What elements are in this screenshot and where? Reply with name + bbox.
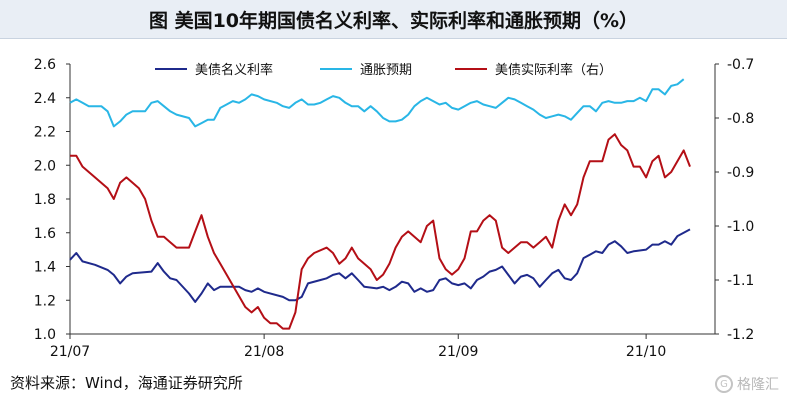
left-tick-label: 1.0	[34, 327, 56, 343]
legend-label-1: 美债名义利率	[195, 62, 273, 78]
left-tick-label: 2.6	[34, 57, 56, 73]
right-tick-label: -0.7	[727, 57, 754, 73]
axes: 1.0 1.2 1.4 1.6 1.8 2.0 2.2 2.4 2.6 -1.2 -1.1 -1.0 -…	[34, 57, 755, 360]
x-tick-label: 21/10	[626, 344, 666, 360]
right-tick-label: -1.0	[727, 219, 754, 235]
watermark-text: 格隆汇	[737, 377, 779, 393]
series-line-2	[69, 78, 685, 128]
watermark: G 格隆汇	[715, 374, 779, 394]
right-tick-label: -1.1	[727, 273, 754, 289]
legend-label-3: 美债实际利率（右）	[495, 62, 612, 78]
watermark-logo-icon: G	[715, 375, 733, 393]
x-tick-label: 21/09	[438, 344, 478, 360]
left-tick-label: 1.2	[34, 293, 56, 309]
left-tick-label: 1.4	[34, 260, 56, 276]
right-tick-label: -1.2	[727, 327, 754, 343]
series-line-1	[69, 228, 691, 303]
legend-label-2: 通胀预期	[360, 63, 412, 78]
right-tick-label: -0.8	[727, 111, 754, 127]
left-tick-label: 2.2	[34, 125, 56, 141]
x-tick-label: 21/07	[50, 344, 90, 360]
left-tick-label: 1.8	[34, 192, 56, 208]
legend: 美债名义利率 通胀预期 美债实际利率（右）	[155, 62, 612, 78]
left-tick-label: 2.4	[34, 91, 56, 107]
source-note: 资料来源：Wind，海通证券研究所	[10, 374, 243, 392]
left-tick-label: 1.6	[34, 226, 56, 242]
chart-area: 1.0 1.2 1.4 1.6 1.8 2.0 2.2 2.4 2.6 -1.2 -1.1 -1.0 -…	[34, 57, 755, 360]
series-lines	[69, 78, 691, 330]
right-tick-label: -0.9	[727, 165, 754, 181]
chart-title: 图 美国10年期国债名义利率、实际利率和通胀预期（%）	[0, 0, 787, 39]
left-tick-label: 2.0	[34, 158, 56, 174]
series-line-3	[70, 133, 691, 330]
x-tick-label: 21/08	[244, 344, 284, 360]
